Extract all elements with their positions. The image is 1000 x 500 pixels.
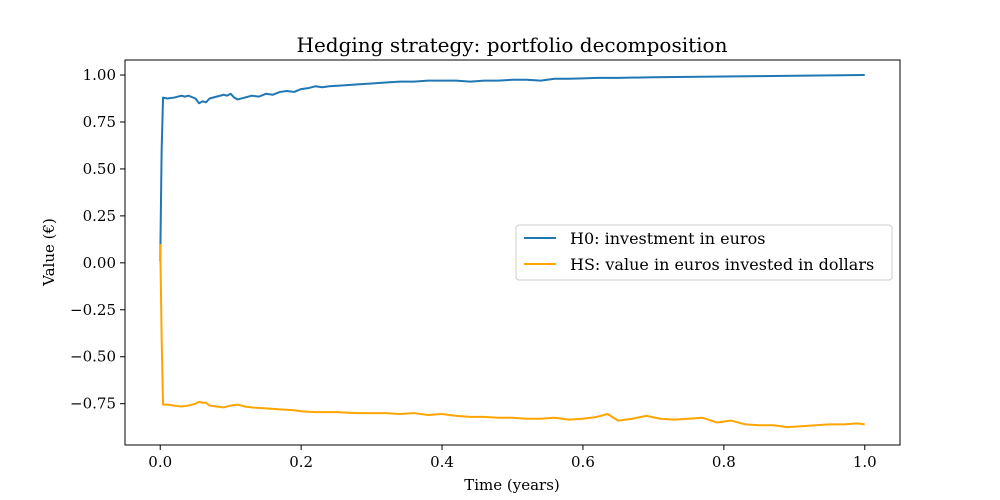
x-tick-label: 0.8 <box>712 453 736 471</box>
legend-label-hs: HS: value in euros invested in dollars <box>570 255 874 274</box>
y-tick-label: 0.75 <box>83 113 116 131</box>
legend-box <box>515 224 893 281</box>
y-tick-label: −0.50 <box>70 348 116 366</box>
x-tick-label: 0.6 <box>571 453 595 471</box>
chart-title: Hedging strategy: portfolio decompositio… <box>297 33 728 57</box>
x-axis-ticks: 0.0 0.2 0.4 0.6 0.8 1.0 <box>148 445 877 471</box>
x-tick-label: 0.0 <box>148 453 172 471</box>
x-tick-label: 0.2 <box>289 453 313 471</box>
series-line-hs <box>159 244 865 429</box>
y-tick-label: 0.00 <box>83 254 116 272</box>
x-tick-label: 0.4 <box>430 453 454 471</box>
legend-label-h0: H0: investment in euros <box>570 229 765 248</box>
y-tick-label: 0.50 <box>83 160 116 178</box>
x-axis-label: Time (years) <box>464 476 560 494</box>
series-layer <box>159 74 865 429</box>
series-line-h0 <box>159 74 865 261</box>
y-tick-label: 1.00 <box>83 66 116 84</box>
plot-area-frame <box>124 59 901 446</box>
x-tick-label: 1.0 <box>853 453 877 471</box>
y-axis-ticks: 1.00 0.75 0.50 0.25 0.00 −0.25 −0.50 −0.75 <box>70 66 125 413</box>
y-tick-label: 0.25 <box>83 207 116 225</box>
y-tick-label: −0.25 <box>70 301 116 319</box>
legend: H0: investment in euros HS: value in eur… <box>515 224 893 281</box>
y-tick-label: −0.75 <box>70 395 116 413</box>
y-axis-label: Value (€) <box>40 218 58 287</box>
